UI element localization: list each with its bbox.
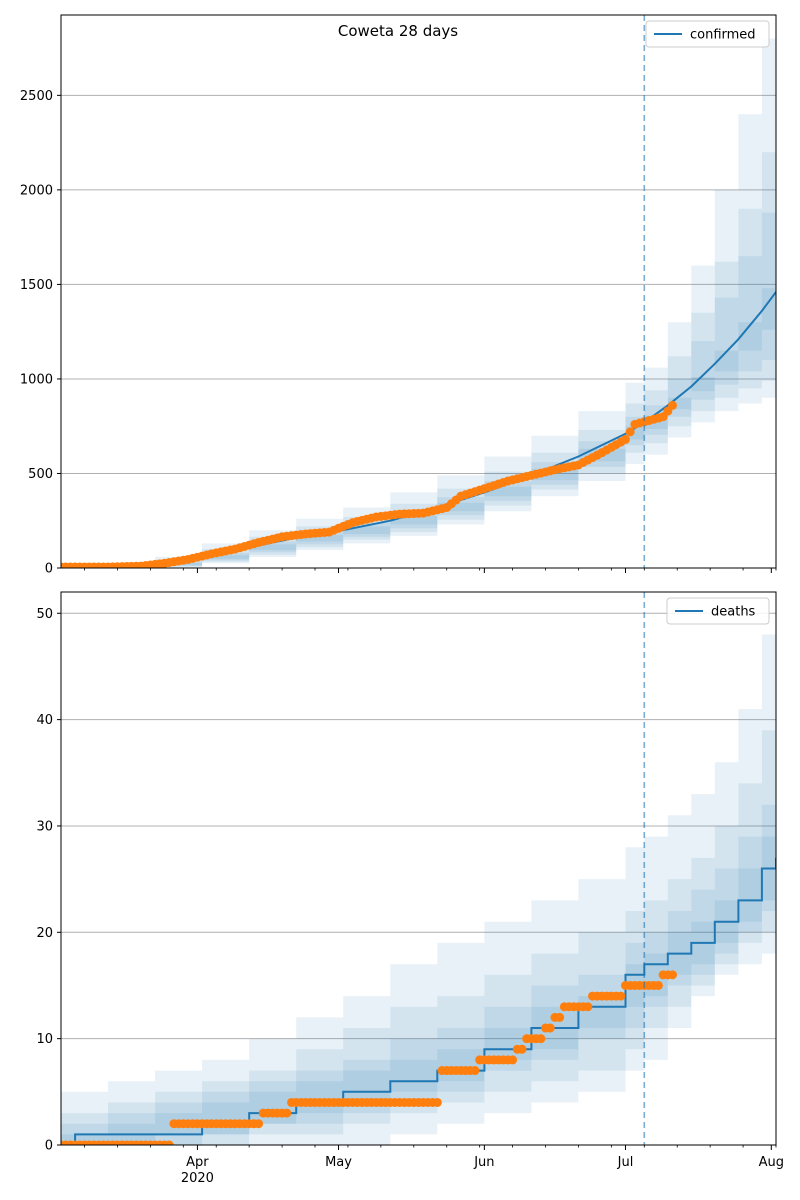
observed-point [620,434,630,444]
observed-point [536,1034,546,1044]
y-tick-label: 500 [28,467,53,482]
axes-frame [60,591,777,1146]
observed-point [254,1119,264,1129]
x-tick-label: Aug [759,1155,784,1170]
y-tick-label: 1000 [20,372,53,387]
legend-box [666,597,770,625]
observed-point [616,991,626,1001]
legend-label: deaths [711,605,756,620]
x-tick-label: Apr [186,1155,209,1170]
y-tick-label: 0 [45,562,53,577]
plot-area [61,15,776,568]
x-tick-label: Jun [473,1155,494,1170]
observed-point [432,1097,442,1107]
observed-point [668,400,678,410]
observed-point [545,1023,555,1033]
observed-point [668,970,678,980]
y-tick-label: 10 [36,1032,53,1047]
y-tick-label: 40 [36,713,53,728]
confirmed-panel: 0 500 1000 1500 2000 2500 Coweta 28 days confir… [20,14,777,577]
legend-box [645,20,770,48]
chart-title: Coweta 28 days [338,22,458,40]
uncertainty-band [61,698,776,1145]
observed-point [625,427,635,437]
axes-frame [60,14,777,569]
y-tick-label: 2500 [20,89,53,104]
observed-point [517,1044,527,1054]
observed-point [555,1012,565,1022]
observed-point [508,1055,518,1065]
y-tick-label: 30 [36,819,53,834]
observed-point [164,1140,174,1145]
x-tick-label: May [325,1155,352,1170]
observed-point [653,980,663,990]
legend-label: confirmed [690,28,756,43]
y-tick-label: 0 [45,1139,53,1154]
observed-point [282,1108,292,1118]
y-tick-label: 20 [36,926,53,941]
x-year-label: 2020 [181,1171,214,1186]
y-tick-label: 50 [36,607,53,622]
observed-point [470,1066,480,1076]
y-tick-label: 2000 [20,183,53,198]
x-tick-label: Jul [617,1155,634,1170]
y-tick-label: 1500 [20,278,53,293]
deaths-panel: 0 10 20 30 40 50 Apr May Jun Jul Aug 2020 deaths [36,591,784,1186]
plot-area [61,592,776,1145]
uncertainty-band [61,783,776,1145]
uncertainty-band [61,15,776,568]
observed-point [583,1002,593,1012]
